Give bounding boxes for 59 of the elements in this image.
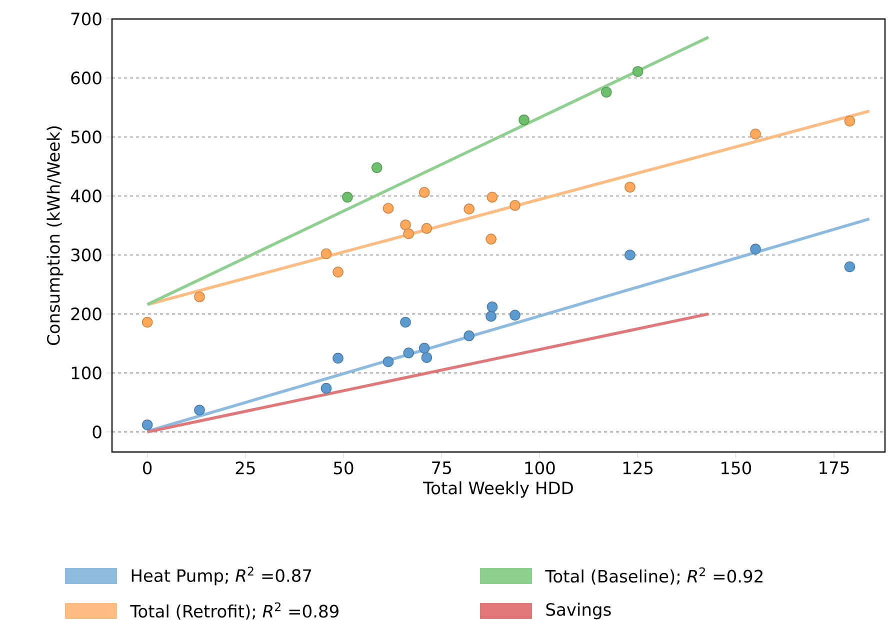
point [332, 352, 344, 364]
point [403, 228, 414, 240]
y-tick-label: 400 [70, 190, 102, 202]
y-tick-label: 500 [71, 130, 102, 144]
point [750, 128, 761, 140]
point [332, 266, 344, 278]
point [418, 187, 430, 198]
y-tick-label: 100 [72, 366, 102, 380]
legend-label: Total (Retrofit); R$^{2}$ =0.89 [130, 602, 338, 620]
x-tick-label: 0 [143, 462, 152, 474]
legend-label: Savings [546, 602, 611, 620]
x-tick-label: 150 [722, 462, 751, 474]
point [486, 234, 496, 244]
point [750, 244, 761, 254]
x-tick-label: 125 [623, 462, 653, 474]
point [632, 66, 644, 77]
point [342, 192, 353, 203]
point [486, 192, 498, 203]
point [486, 310, 496, 322]
point [464, 330, 474, 342]
legend-label: Heat Pump; R$^{2}$ =0.87 [132, 566, 312, 586]
point [518, 114, 530, 126]
point [142, 419, 153, 430]
point [464, 204, 474, 214]
point [421, 352, 432, 364]
point [403, 347, 414, 358]
x-tick-label: 100 [525, 462, 555, 474]
point [320, 248, 332, 260]
point [400, 219, 411, 230]
point [400, 316, 411, 328]
point [382, 356, 394, 368]
x-tick-label: 25 [236, 462, 255, 474]
y-tick-label: 0 [92, 426, 102, 438]
point [510, 200, 520, 211]
point [486, 301, 498, 312]
point [844, 261, 856, 272]
point [194, 291, 205, 302]
legend-label: Total (Baseline); R$^{2}$ =0.92 [545, 567, 762, 585]
y-axis-title: Consumption (kWh/Week) [46, 126, 64, 346]
y-tick-label: 700 [71, 12, 102, 26]
point [421, 223, 432, 234]
y-tick-label: 200 [71, 308, 102, 320]
point [844, 116, 856, 126]
point [194, 404, 205, 416]
x-tick-label: 175 [820, 462, 849, 474]
point [601, 86, 612, 98]
point [371, 162, 382, 174]
x-axis-title: Total Weekly HDD [423, 481, 573, 498]
point [624, 182, 636, 193]
y-tick-label: 600 [71, 72, 102, 84]
point [418, 342, 430, 354]
point [510, 310, 520, 321]
point [142, 316, 153, 328]
x-tick-label: 75 [432, 462, 451, 474]
point [382, 202, 394, 214]
x-tick-label: 50 [334, 462, 354, 474]
point [320, 382, 332, 394]
point [624, 250, 636, 260]
y-tick-label: 300 [71, 248, 102, 262]
